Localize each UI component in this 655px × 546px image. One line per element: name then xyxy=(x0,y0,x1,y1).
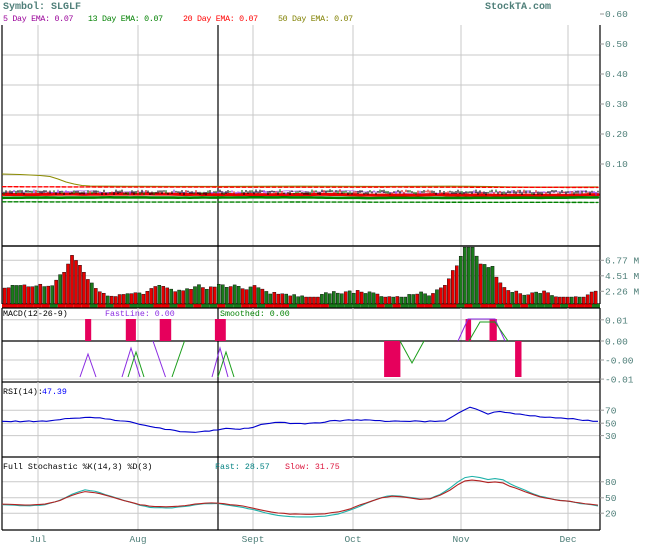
svg-text:0.40: 0.40 xyxy=(605,69,628,80)
svg-text:20: 20 xyxy=(605,509,617,520)
svg-text:4.51 M: 4.51 M xyxy=(605,271,640,282)
svg-text:20 Day EMA: 0.07: 20 Day EMA: 0.07 xyxy=(183,15,258,24)
svg-text:0.00: 0.00 xyxy=(605,337,628,348)
svg-text:Fast: 28.57: Fast: 28.57 xyxy=(215,463,270,472)
svg-text:13 Day EMA: 0.07: 13 Day EMA: 0.07 xyxy=(88,15,163,24)
svg-text:30: 30 xyxy=(605,431,617,442)
svg-text:0.60: 0.60 xyxy=(605,9,628,20)
svg-text:Smoothed: 0.00: Smoothed: 0.00 xyxy=(220,309,290,319)
svg-text:0.10: 0.10 xyxy=(605,159,628,170)
svg-text:Sept: Sept xyxy=(242,534,265,545)
svg-text:0.50: 0.50 xyxy=(605,39,628,50)
svg-text:0.20: 0.20 xyxy=(605,129,628,140)
svg-text:Slow: 31.75: Slow: 31.75 xyxy=(285,462,340,472)
svg-text:Dec: Dec xyxy=(559,534,576,545)
svg-text:FastLine: 0.00: FastLine: 0.00 xyxy=(105,309,175,319)
svg-text:6.77 M: 6.77 M xyxy=(605,256,640,267)
svg-text:-0.00: -0.00 xyxy=(605,356,634,367)
svg-text:50: 50 xyxy=(605,419,617,430)
svg-text:50: 50 xyxy=(605,493,617,504)
svg-text:StockTA.com: StockTA.com xyxy=(485,1,551,13)
svg-text:Symbol: SLGLF: Symbol: SLGLF xyxy=(3,1,81,13)
svg-text:70: 70 xyxy=(605,406,617,417)
svg-text:5 Day EMA: 0.07: 5 Day EMA: 0.07 xyxy=(3,15,74,24)
svg-text:0.01: 0.01 xyxy=(605,315,628,326)
svg-text:Nov: Nov xyxy=(452,534,469,545)
svg-text:Aug: Aug xyxy=(129,534,146,545)
svg-text:Oct: Oct xyxy=(344,534,361,545)
svg-text:80: 80 xyxy=(605,477,617,488)
svg-text:47.39: 47.39 xyxy=(42,388,67,397)
svg-text:2.26 M: 2.26 M xyxy=(605,287,640,298)
svg-text:0.30: 0.30 xyxy=(605,99,628,110)
svg-text:MACD(12-26-9): MACD(12-26-9) xyxy=(3,309,68,319)
svg-text:RSI(14):: RSI(14): xyxy=(3,387,43,397)
svg-text:Full Stochastic %K(14,3) %D(3): Full Stochastic %K(14,3) %D(3) xyxy=(3,462,152,472)
svg-text:-0.01: -0.01 xyxy=(605,375,634,386)
svg-text:Jul: Jul xyxy=(29,534,46,545)
svg-text:50 Day EMA: 0.07: 50 Day EMA: 0.07 xyxy=(278,15,353,24)
